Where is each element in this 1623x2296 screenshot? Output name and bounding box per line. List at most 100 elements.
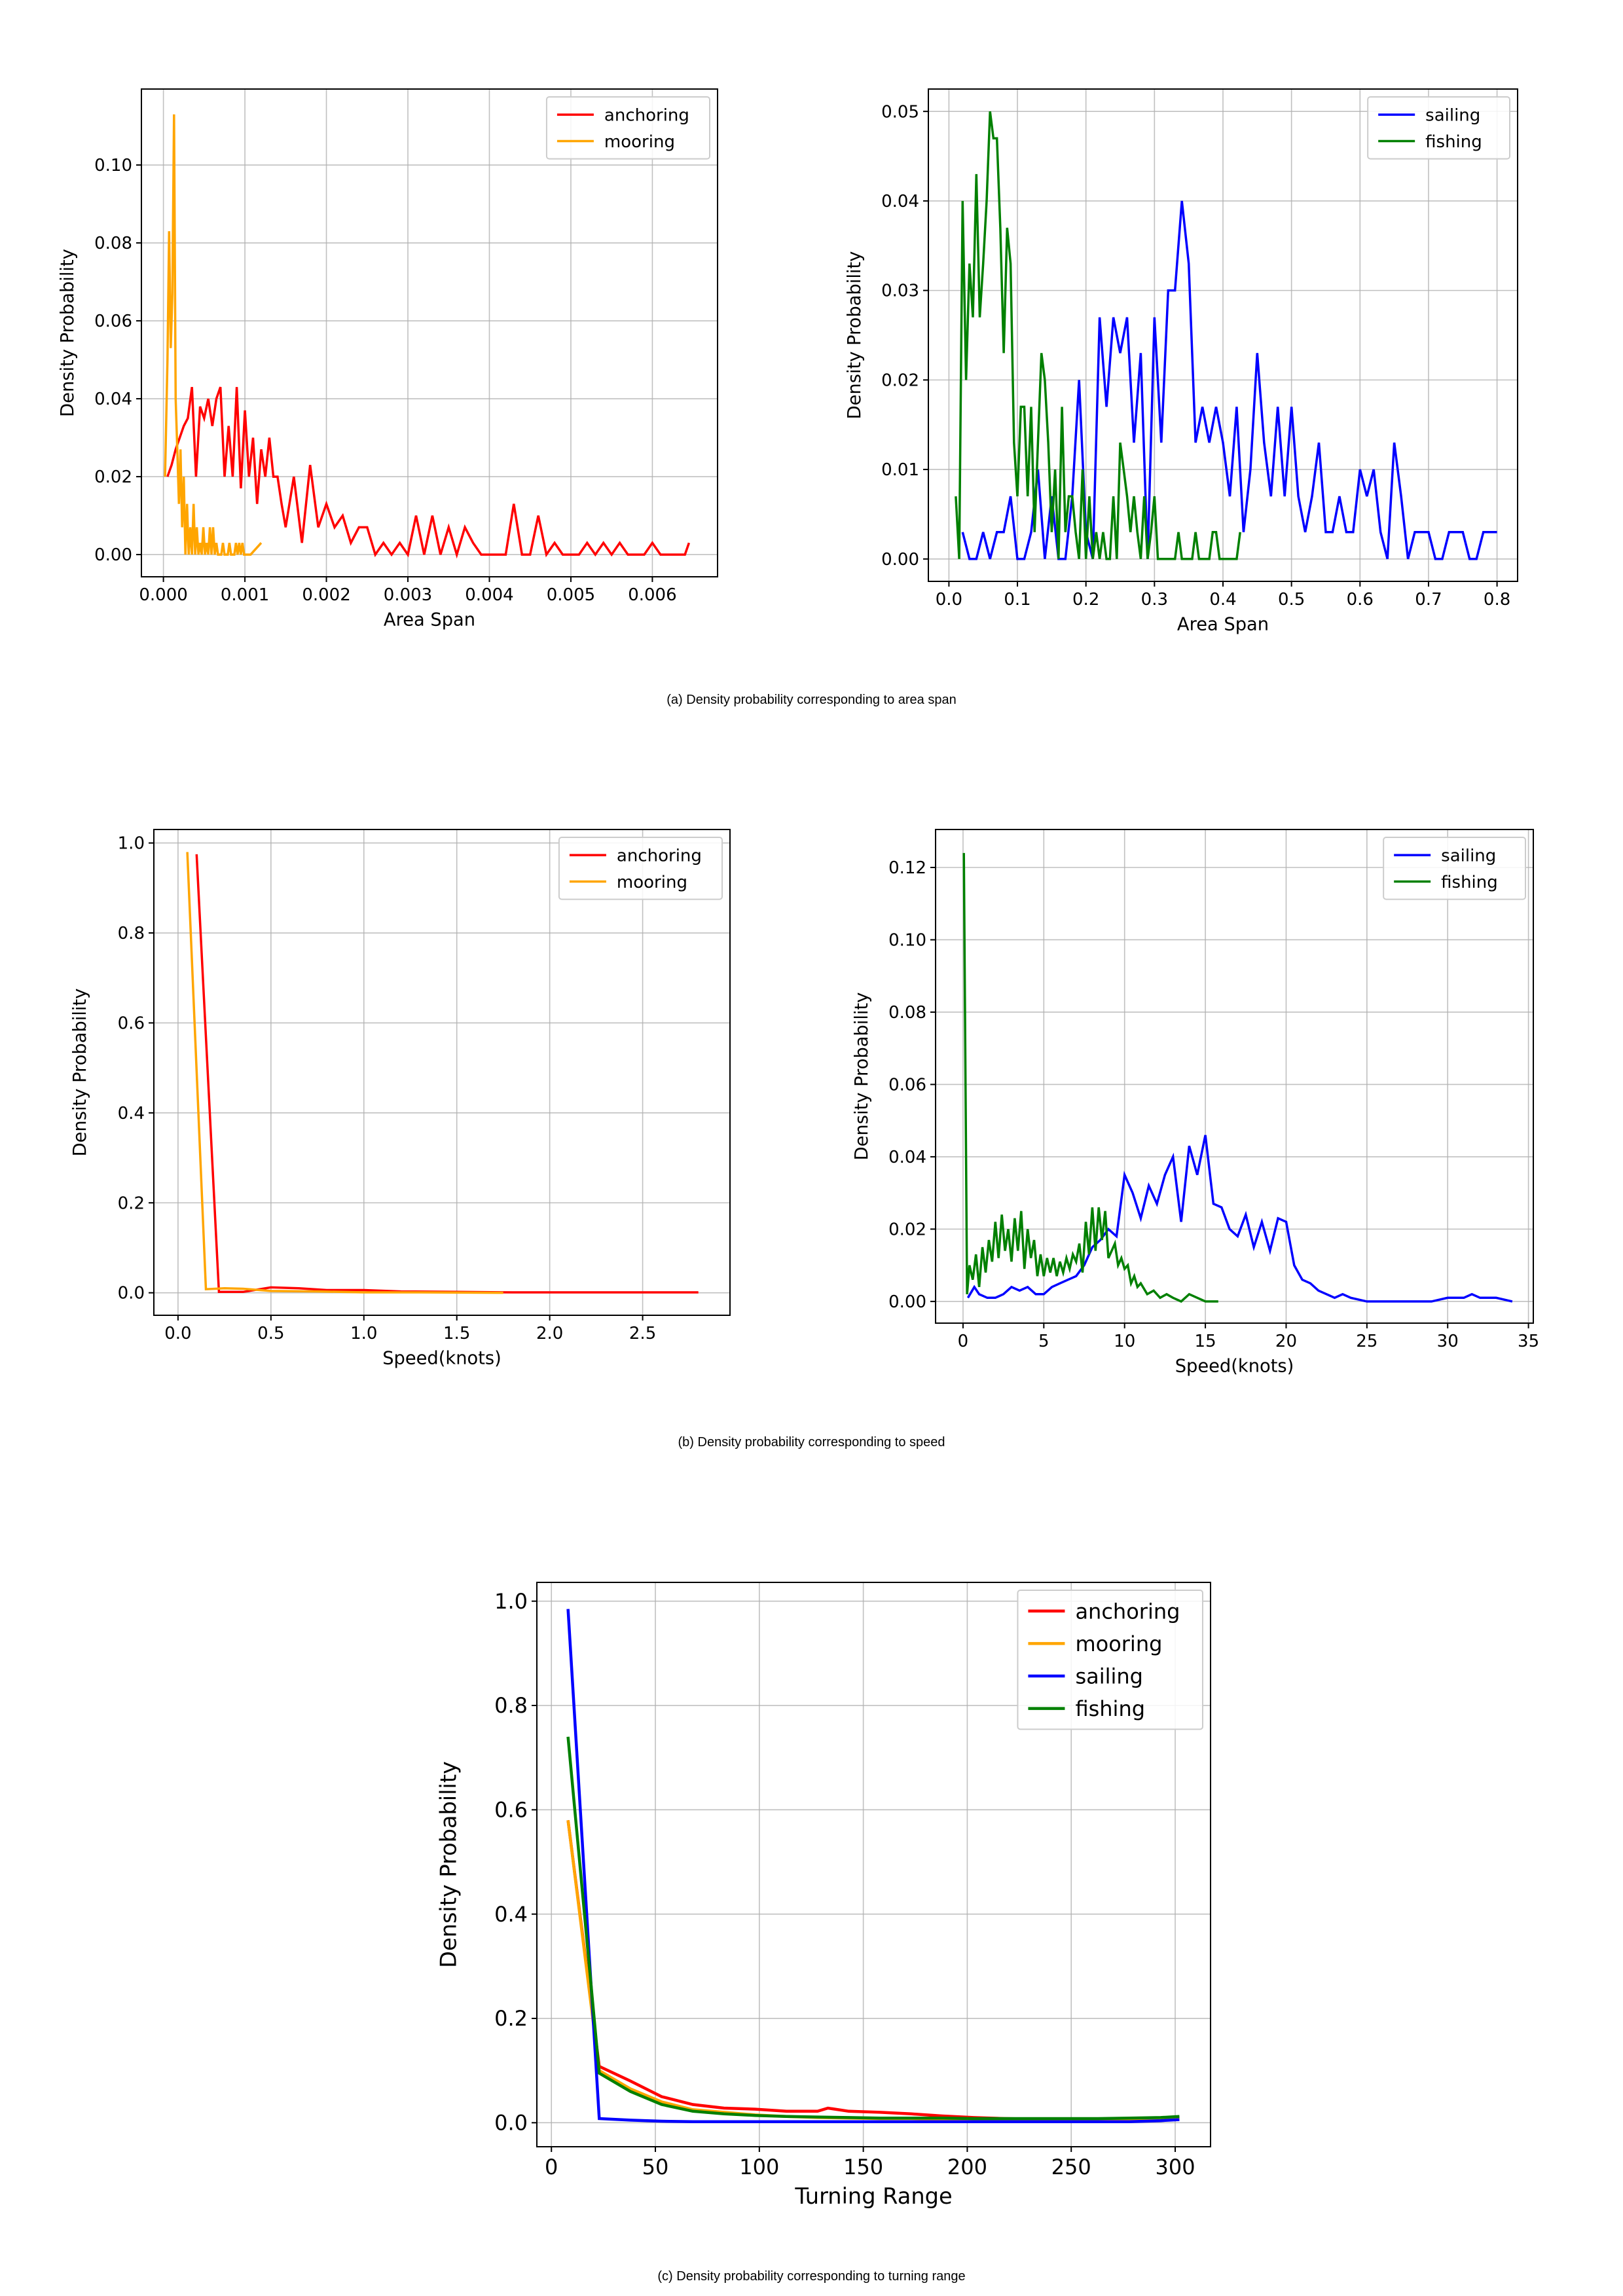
x-tick-label: 0.5 xyxy=(257,1324,284,1343)
x-axis-label: Speed(knots) xyxy=(1175,1357,1294,1377)
legend-label-mooring: mooring xyxy=(604,132,675,152)
x-tick-label: 15 xyxy=(1195,1332,1216,1351)
x-tick-label: 250 xyxy=(1051,2155,1091,2179)
x-axis-label: Area Span xyxy=(384,610,475,630)
y-tick-label: 1.0 xyxy=(118,834,145,854)
y-tick-label: 0.04 xyxy=(94,390,132,409)
series-line-sailing xyxy=(966,1135,1513,1303)
x-axis-label: Area Span xyxy=(1177,615,1269,635)
x-tick-label: 0.004 xyxy=(465,585,513,605)
x-tick-label: 0 xyxy=(958,1332,969,1351)
x-tick-label: 0.7 xyxy=(1415,590,1442,610)
x-tick-label: 0.0 xyxy=(936,590,962,610)
x-tick-label: 5 xyxy=(1038,1332,1049,1351)
x-tick-label: 1.0 xyxy=(350,1324,377,1343)
y-tick-label: 0.05 xyxy=(881,102,919,122)
y-tick-label: 0.6 xyxy=(118,1014,145,1034)
y-tick-label: 0.04 xyxy=(881,192,919,211)
y-tick-label: 0.02 xyxy=(881,371,919,390)
x-tick-label: 0.0 xyxy=(164,1324,191,1343)
x-tick-label: 150 xyxy=(843,2155,883,2179)
y-tick-label: 1.0 xyxy=(494,1589,528,1614)
plot-frame xyxy=(153,829,731,1316)
legend-label-anchoring: anchoring xyxy=(604,106,689,126)
y-axis-label: Density Probability xyxy=(435,1761,461,1968)
x-tick-label: 20 xyxy=(1275,1332,1297,1351)
y-tick-label: 0.0 xyxy=(494,2111,528,2136)
x-tick-label: 0.003 xyxy=(384,585,432,605)
legend-label-sailing: sailing xyxy=(1425,106,1480,126)
legend-box xyxy=(1017,1590,1203,1730)
series-line-fishing xyxy=(955,111,1241,560)
x-tick-label: 0.5 xyxy=(1278,590,1305,610)
caption-a: (a) Density probability corresponding to… xyxy=(666,693,957,707)
x-axis-label: Speed(knots) xyxy=(382,1349,501,1369)
y-tick-label: 0.10 xyxy=(94,156,132,175)
y-tick-label: 0.02 xyxy=(888,1220,926,1239)
series-line-mooring xyxy=(566,1820,1180,2121)
x-tick-label: 2.5 xyxy=(629,1324,656,1343)
y-tick-label: 0.2 xyxy=(494,2006,528,2031)
y-axis-label: Density Probability xyxy=(852,993,872,1161)
x-tick-label: 10 xyxy=(1114,1332,1135,1351)
series-line-mooring xyxy=(164,114,263,556)
y-tick-label: 0.02 xyxy=(94,467,132,487)
caption-b: (b) Density probability corresponding to… xyxy=(678,1435,945,1449)
plot-frame xyxy=(935,829,1534,1324)
y-tick-label: 0.12 xyxy=(888,858,926,878)
y-tick-label: 0.00 xyxy=(881,550,919,570)
x-tick-label: 0.1 xyxy=(1004,590,1030,610)
x-tick-label: 0.002 xyxy=(302,585,350,605)
x-tick-label: 0.000 xyxy=(139,585,187,605)
x-tick-label: 50 xyxy=(642,2155,669,2179)
y-axis-label: Density Probability xyxy=(58,249,78,417)
series-line-fishing xyxy=(566,1736,1180,2121)
legend-label-sailing: sailing xyxy=(1075,1664,1143,1689)
y-axis-label: Density Probability xyxy=(70,989,90,1157)
x-tick-label: 300 xyxy=(1155,2155,1195,2179)
legend-label-fishing: fishing xyxy=(1425,132,1482,152)
x-tick-label: 0.6 xyxy=(1347,590,1374,610)
x-tick-label: 0.4 xyxy=(1209,590,1236,610)
legend-label-fishing: fishing xyxy=(1441,873,1498,892)
x-axis-label: Turning Range xyxy=(794,2183,952,2209)
legend-box xyxy=(558,837,723,900)
x-tick-label: 25 xyxy=(1356,1332,1377,1351)
y-tick-label: 0.06 xyxy=(94,312,132,331)
series-line-sailing xyxy=(961,200,1497,560)
x-tick-label: 30 xyxy=(1437,1332,1459,1351)
y-tick-label: 0.2 xyxy=(118,1194,145,1213)
legend-box xyxy=(1367,96,1510,160)
y-tick-label: 0.8 xyxy=(118,924,145,943)
y-tick-label: 0.01 xyxy=(881,460,919,480)
legend-label-fishing: fishing xyxy=(1075,1696,1145,1721)
y-tick-label: 0.6 xyxy=(494,1798,528,1823)
y-axis-label: Density Probability xyxy=(845,251,865,420)
x-tick-label: 0.001 xyxy=(221,585,269,605)
legend-label-mooring: mooring xyxy=(617,873,687,892)
y-tick-label: 0.00 xyxy=(888,1292,926,1312)
plot-frame xyxy=(141,88,718,577)
y-tick-label: 0.4 xyxy=(494,1902,528,1927)
y-tick-label: 0.4 xyxy=(118,1104,145,1123)
x-tick-label: 0.006 xyxy=(628,585,676,605)
series-line-fishing xyxy=(962,852,1218,1303)
x-tick-label: 35 xyxy=(1518,1332,1539,1351)
x-tick-label: 0.2 xyxy=(1072,590,1099,610)
y-tick-label: 0.03 xyxy=(881,282,919,301)
x-tick-label: 0.3 xyxy=(1141,590,1168,610)
series-line-anchoring xyxy=(195,854,699,1294)
x-tick-label: 1.5 xyxy=(443,1324,470,1343)
legend-label-anchoring: anchoring xyxy=(1075,1599,1180,1624)
legend-label-sailing: sailing xyxy=(1441,847,1496,866)
y-tick-label: 0.04 xyxy=(888,1148,926,1167)
legend-label-mooring: mooring xyxy=(1075,1631,1162,1656)
y-tick-label: 0.06 xyxy=(888,1076,926,1095)
series-line-mooring xyxy=(186,852,503,1294)
legend-box xyxy=(545,96,710,160)
legend-label-anchoring: anchoring xyxy=(617,847,702,866)
